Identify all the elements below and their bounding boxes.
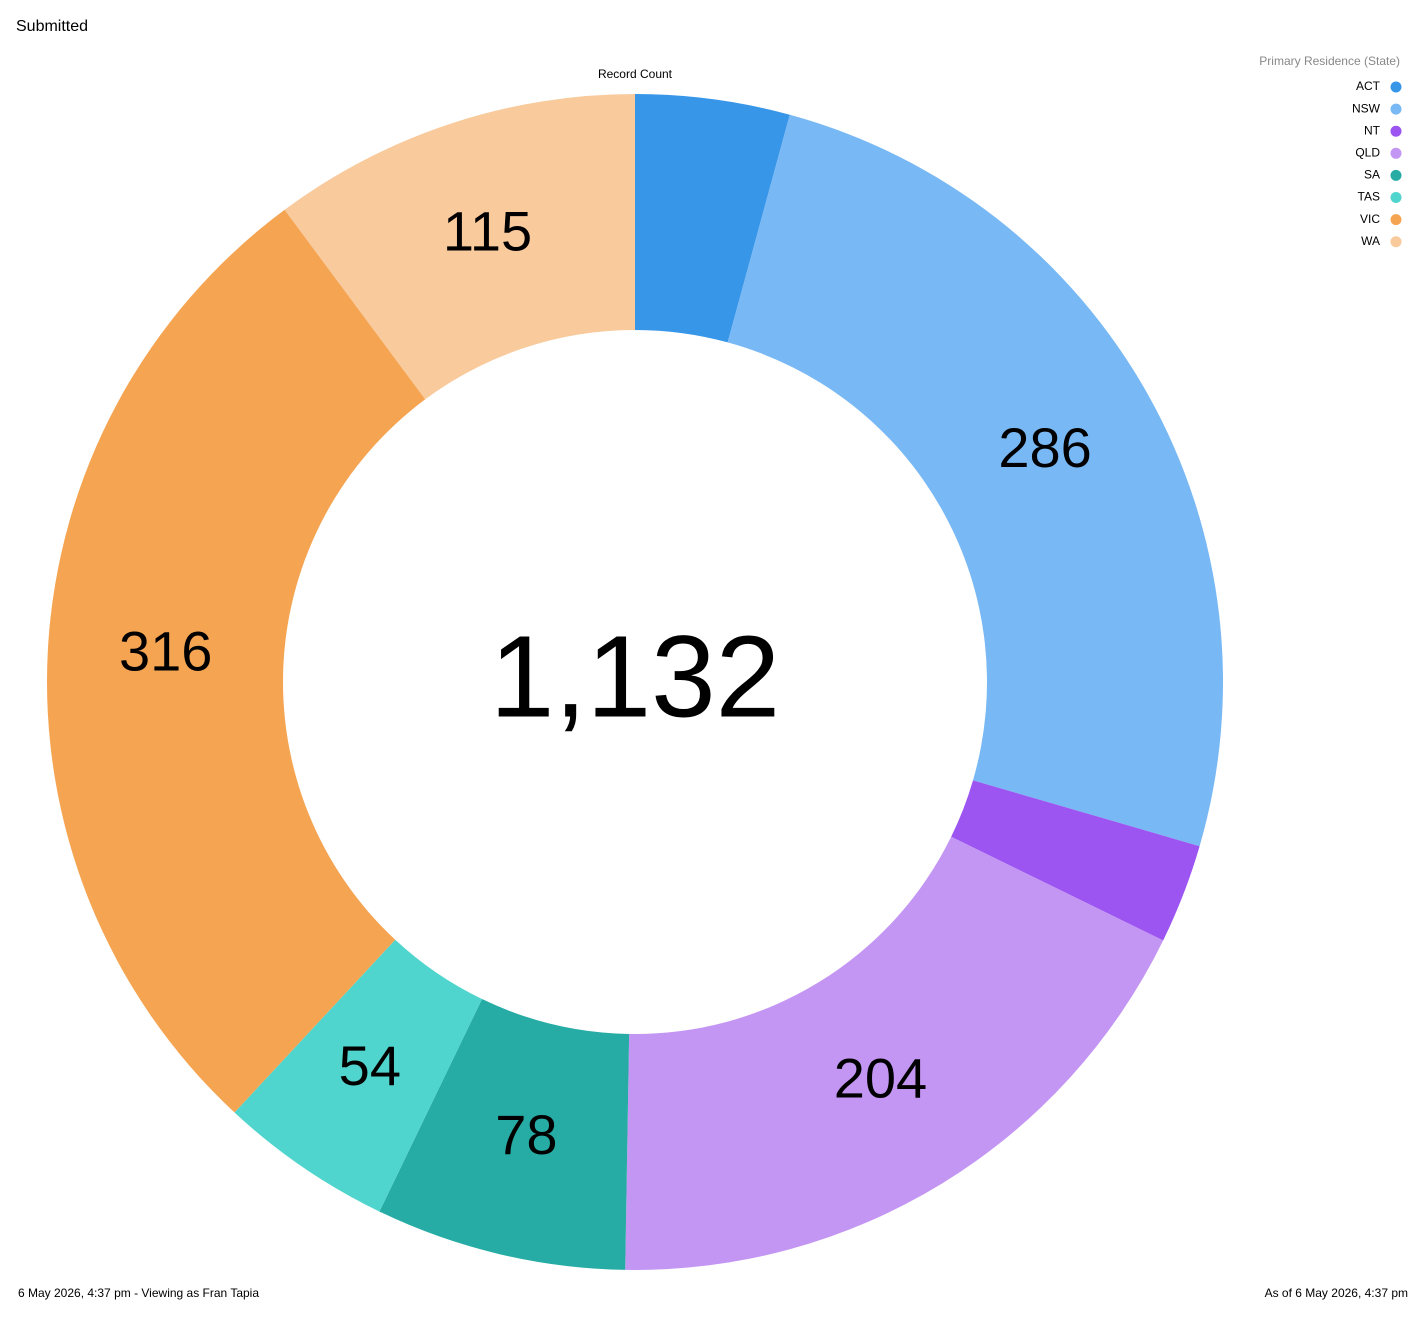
slice <box>234 939 483 1212</box>
slice <box>625 836 1164 1270</box>
footer-right: As of 6 May 2026, 4:37 pm <box>1265 1286 1408 1300</box>
slice <box>727 114 1224 847</box>
legend-label: TAS <box>1358 190 1380 204</box>
legend-marker <box>1390 147 1402 159</box>
slice <box>47 209 426 1113</box>
legend-label: NT <box>1364 123 1381 137</box>
legend-label: SA <box>1364 168 1380 182</box>
data-label: 115 <box>443 200 532 263</box>
slice <box>379 999 630 1270</box>
legend-marker <box>1390 236 1402 248</box>
slice <box>635 94 790 343</box>
legend-title: Primary Residence (State) <box>1259 54 1400 68</box>
chart-title: Record Count <box>598 67 673 81</box>
legend-label: WA <box>1361 234 1380 248</box>
legend-marker <box>1390 103 1402 115</box>
footer-left: 6 May 2026, 4:37 pm - Viewing as Fran Ta… <box>18 1286 259 1300</box>
legend-marker <box>1390 192 1402 203</box>
data-label: 204 <box>834 1047 927 1110</box>
data-label: 316 <box>119 620 212 683</box>
data-label: 286 <box>998 416 1091 479</box>
legend-marker <box>1390 169 1402 181</box>
slice <box>951 780 1200 941</box>
data-label: 78 <box>495 1103 557 1166</box>
center-total: 1,132 <box>490 612 780 742</box>
legend-marker <box>1390 81 1402 93</box>
legend-marker <box>1390 214 1402 226</box>
slice <box>284 94 635 400</box>
legend-label: VIC <box>1360 212 1380 226</box>
legend-label: ACT <box>1356 79 1381 93</box>
legend-label: NSW <box>1352 101 1381 115</box>
legend-label: QLD <box>1355 145 1380 159</box>
legend-marker <box>1390 125 1402 137</box>
header: Submitted <box>16 18 88 35</box>
data-label: 54 <box>339 1034 401 1097</box>
